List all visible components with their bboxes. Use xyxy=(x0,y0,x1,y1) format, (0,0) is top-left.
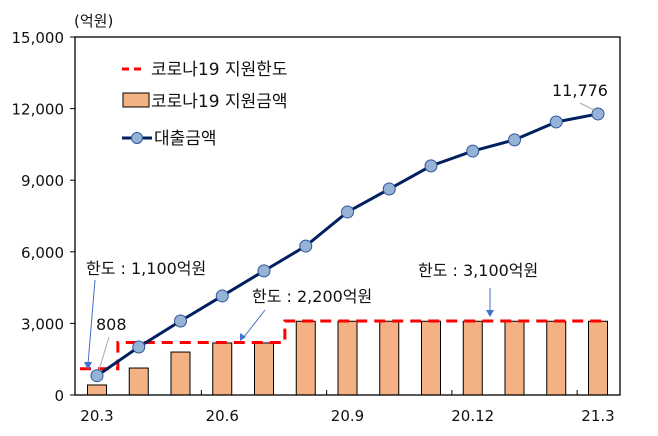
y-tick-label: 12,000 xyxy=(12,101,65,119)
y-tick-label: 9,000 xyxy=(21,172,64,190)
bar xyxy=(462,320,483,396)
y-tick-label: 0 xyxy=(54,387,64,405)
legend: 코로나19 지원한도 코로나19 지원금액 대출금액 xyxy=(122,60,288,149)
loan-point xyxy=(424,159,438,173)
loan-point xyxy=(174,314,187,328)
loan-point xyxy=(382,182,396,196)
bar xyxy=(337,320,358,396)
annotation-limit-2200: 한도 : 2,200억원 xyxy=(252,287,372,306)
bar xyxy=(170,351,191,396)
annotation-arrow-2200 xyxy=(243,309,266,338)
bar xyxy=(254,342,274,396)
bar xyxy=(295,320,316,396)
x-tick-label: 20.6 xyxy=(206,407,239,425)
arrowhead-icon xyxy=(486,310,494,317)
loan-point xyxy=(90,369,104,383)
annotation-limit-1100: 한도 : 1,100억원 xyxy=(86,259,206,278)
loan-point xyxy=(466,144,480,158)
annotation-leader-11776 xyxy=(579,102,597,112)
arrowhead-icon xyxy=(240,333,246,341)
legend-bar-swatch xyxy=(122,92,150,108)
limit-step-line xyxy=(80,319,608,371)
loan-point xyxy=(257,264,271,278)
annotation-11776: 11,776 xyxy=(552,81,608,100)
y-axis: 0 3,000 6,000 9,000 12,000 15,000 xyxy=(12,29,75,405)
loan-point xyxy=(215,289,229,303)
y-tick-label: 6,000 xyxy=(21,244,64,262)
x-tick-label: 21.3 xyxy=(581,407,614,425)
loan-point xyxy=(132,340,146,354)
loan-point xyxy=(508,133,521,147)
annotation-limit-3100: 한도 : 3,100억원 xyxy=(418,261,538,280)
limit-series xyxy=(80,319,608,371)
loan-series xyxy=(90,107,605,383)
x-tick-label: 20.9 xyxy=(331,407,364,425)
legend-line-label: 대출금액 xyxy=(154,129,217,149)
bar xyxy=(379,320,400,396)
bar xyxy=(504,320,525,396)
x-axis: 20.3 20.6 20.9 20.12 21.3 xyxy=(80,390,615,425)
bar xyxy=(546,320,567,396)
bar xyxy=(212,342,233,396)
bar xyxy=(588,320,608,396)
x-tick-label: 20.3 xyxy=(80,407,113,425)
loan-point xyxy=(299,239,313,253)
bars-series xyxy=(87,320,608,396)
annotation-leader-808 xyxy=(98,336,110,371)
y-tick-label: 3,000 xyxy=(21,315,64,333)
legend-line-marker xyxy=(131,132,143,144)
loan-point xyxy=(341,205,354,219)
plot-frame xyxy=(74,36,621,396)
loan-point xyxy=(549,115,563,129)
legend-limit-label: 코로나19 지원한도 xyxy=(151,60,288,80)
bar xyxy=(87,384,107,396)
bar xyxy=(421,320,441,396)
annotation-arrow-1100 xyxy=(87,279,96,365)
arrowhead-icon xyxy=(84,362,92,370)
legend-bar-label: 코로나19 지원금액 xyxy=(151,92,288,112)
y-tick-label: 15,000 xyxy=(12,29,65,47)
bar xyxy=(128,367,149,396)
annotation-808: 808 xyxy=(96,315,127,334)
x-tick-label: 20.12 xyxy=(451,407,494,425)
unit-label: (억원) xyxy=(74,12,113,30)
annotations: 한도 : 1,100억원 808 한도 : 2,200억원 한도 : 3,100… xyxy=(84,81,608,371)
